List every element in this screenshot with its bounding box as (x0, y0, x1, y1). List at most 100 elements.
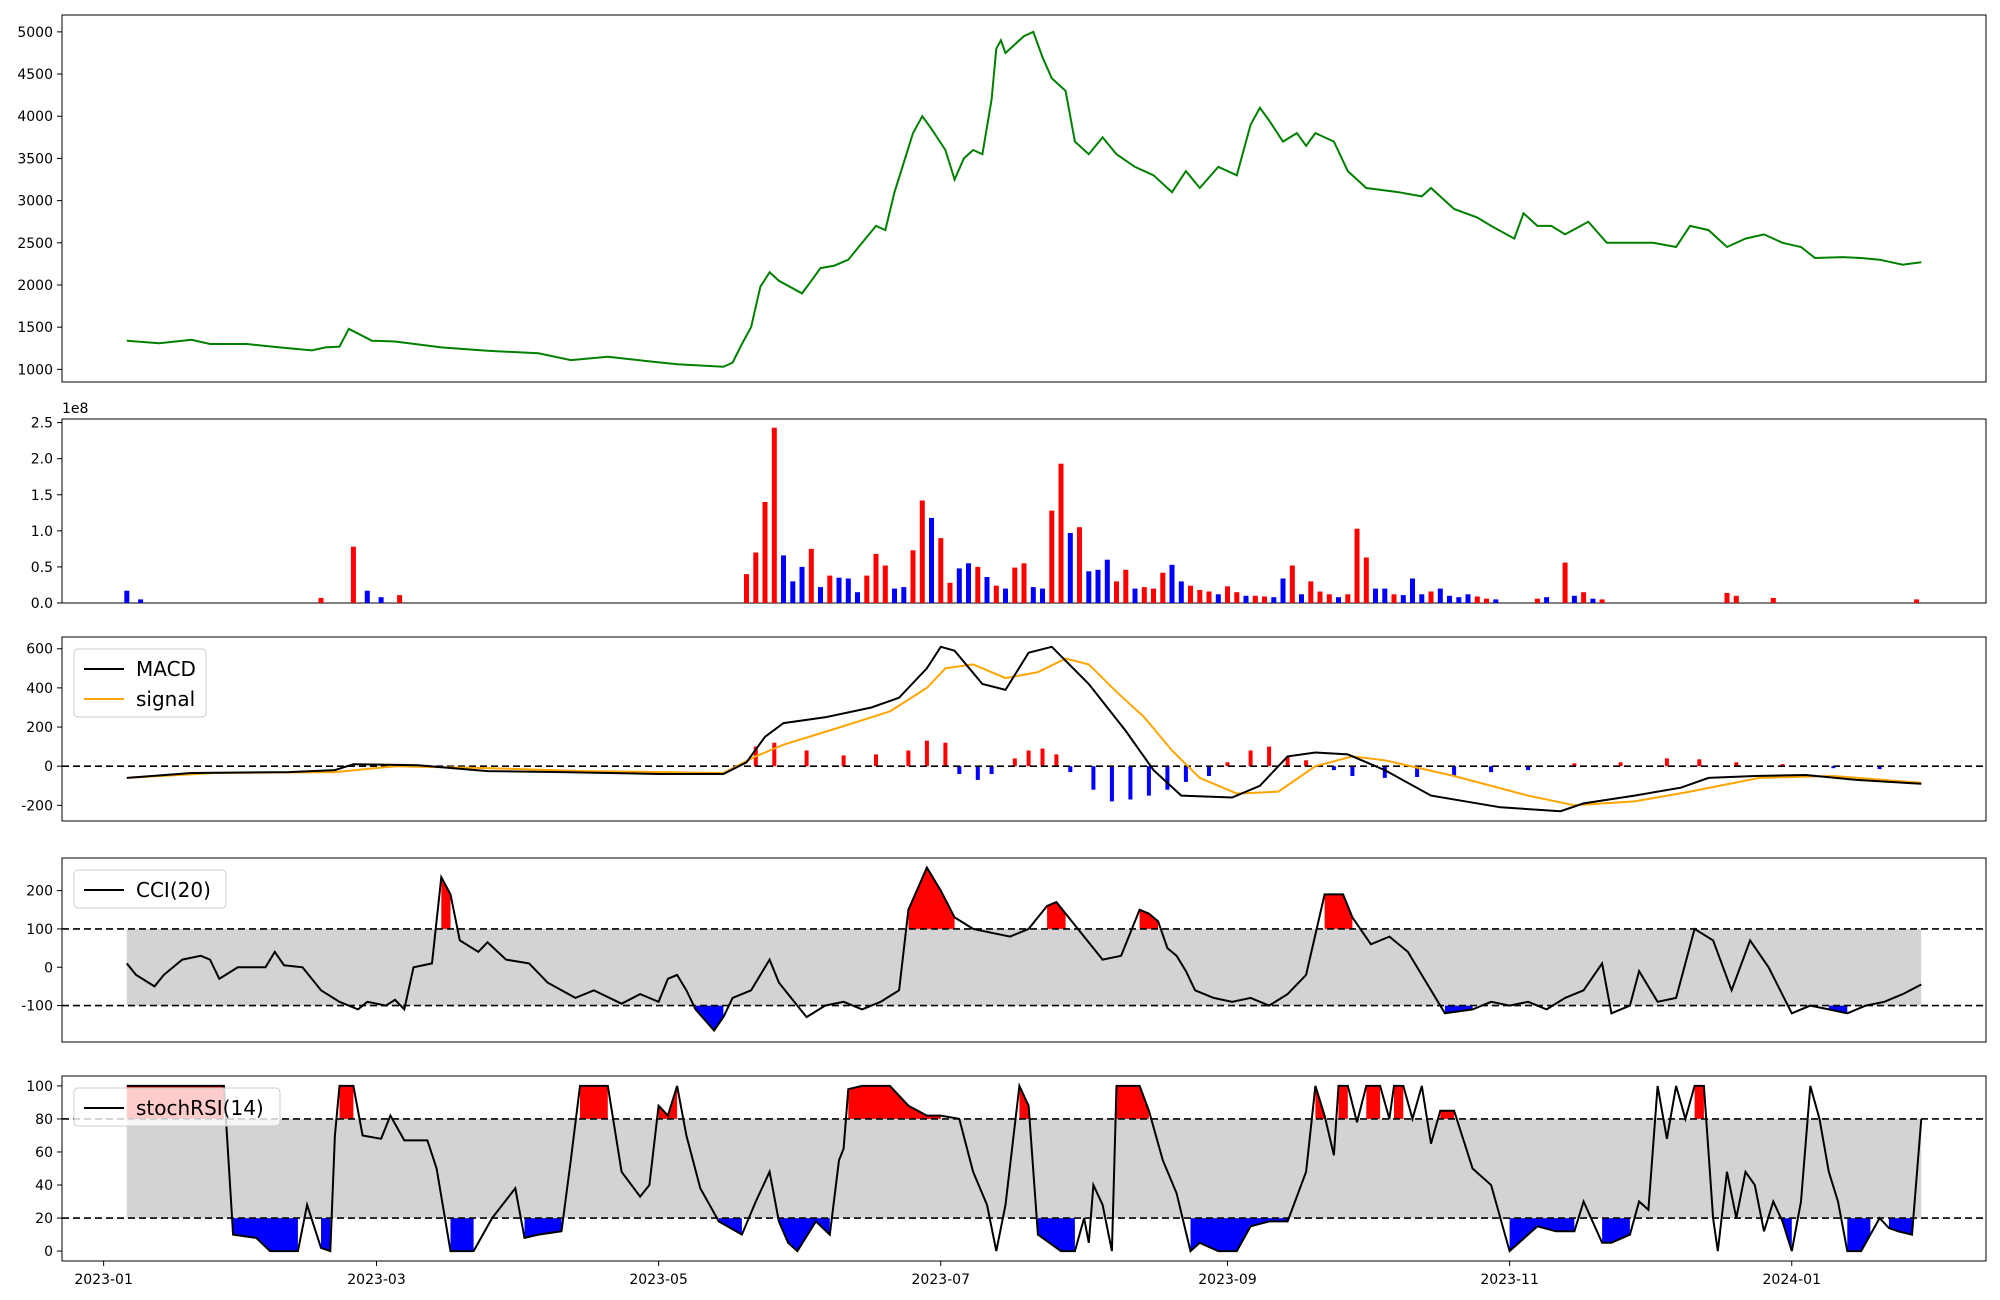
volume-bar (1021, 563, 1027, 603)
volume-bar (1151, 588, 1156, 603)
legend-label: stochRSI(14) (136, 1096, 264, 1120)
x-tick-label: 2023-03 (347, 1272, 406, 1288)
volume-bar (1400, 595, 1406, 603)
y-tick-label: 400 (26, 681, 53, 697)
cci-neutral-band (126, 928, 1922, 1006)
macd-histogram-bar (957, 766, 962, 774)
volume-bar (1456, 597, 1462, 603)
volume-bar (1095, 569, 1101, 603)
cci-oversold-fill (358, 1005, 1848, 1031)
volume-bar (1465, 594, 1471, 603)
volume-bar (1733, 595, 1739, 603)
macd-histogram-bar (1831, 766, 1836, 769)
legend-box (73, 1087, 281, 1127)
volume-bar (929, 517, 934, 603)
volume-bar (910, 550, 916, 603)
y-tick-label: 1500 (17, 320, 53, 336)
macd-histogram-bar (1489, 766, 1494, 773)
cci-line (126, 865, 1922, 1033)
volume-bar (845, 578, 851, 603)
volume-bar (1562, 562, 1568, 603)
volume-bar (1160, 572, 1166, 603)
y-tick-label: 1.0 (31, 524, 53, 540)
x-tick-label: 2023-05 (629, 1272, 688, 1288)
volume-bar (1132, 588, 1138, 603)
y-tick-label: 0 (44, 1244, 53, 1260)
volume-bar (864, 575, 870, 603)
cci-panel: -100 0 100 200 CCI(20) (21, 857, 1987, 1043)
volume-bar (1123, 569, 1129, 603)
volume-bar (1299, 594, 1304, 603)
y-tick-label: 3500 (17, 151, 53, 167)
volume-bar (1308, 581, 1314, 603)
macd-histogram-bar (1146, 766, 1151, 796)
macd-histogram-bar (1382, 766, 1387, 778)
y-tick-label: 2500 (17, 236, 53, 252)
y-tick-label: 4000 (17, 109, 53, 125)
cci-overbought-fill (441, 867, 1353, 929)
macd-histogram-bar (1040, 748, 1045, 767)
macd-histogram-bar (1734, 762, 1739, 767)
volume-bar (762, 502, 768, 603)
x-tick-label: 2024-01 (1763, 1272, 1822, 1288)
y-tick-label: 4500 (17, 67, 53, 83)
macd-histogram-bar (1452, 766, 1457, 776)
macd-histogram-bar (1285, 756, 1290, 767)
y-tick-label: 1000 (17, 362, 53, 378)
macd-histogram-bar (1012, 758, 1017, 767)
volume-bar (1382, 588, 1388, 603)
volume-bar (1770, 597, 1776, 603)
volume-bar (1345, 594, 1351, 603)
volume-bar (1289, 565, 1295, 603)
volume-bar (892, 588, 897, 603)
y-tick-label: 200 (26, 884, 53, 900)
volume-bar (836, 577, 842, 603)
stochrsi-overbought-fill (126, 1085, 1811, 1119)
volume-bar (799, 566, 805, 603)
volume-bar (1104, 559, 1110, 603)
stochrsi-neutral-band (126, 1118, 1922, 1219)
legend-box (73, 869, 227, 909)
y-tick-label: 100 (26, 922, 53, 938)
macd-histogram-bar (772, 742, 777, 767)
macd-histogram-bar (1415, 766, 1420, 777)
y-tick-label: 60 (35, 1145, 53, 1161)
volume-bar (1234, 592, 1240, 603)
y-tick-label: 40 (35, 1178, 53, 1194)
macd-histogram-bar (1091, 766, 1096, 790)
signal-line (126, 657, 1922, 807)
macd-histogram-bar (1128, 766, 1133, 800)
stochrsi-oversold-fill (233, 1218, 1913, 1252)
macd-histogram-bar (1877, 766, 1882, 770)
volume-bar (1012, 567, 1018, 603)
macd-histogram-bar (906, 750, 911, 767)
macd-histogram-bar (1207, 766, 1211, 776)
y-tick-label: 20 (35, 1211, 53, 1227)
volume-bar (1225, 586, 1230, 603)
macd-histogram-bar (1054, 754, 1059, 767)
macd-histogram-bar (1304, 760, 1309, 767)
axes-frame (61, 1075, 1987, 1262)
y-tick-label: 3000 (17, 194, 53, 210)
volume-bar (1114, 581, 1119, 603)
volume-bar (1354, 528, 1360, 603)
volume-bar (956, 568, 962, 603)
stochrsi-panel: 0 20 40 60 80 100 stochRSI(14) (26, 1075, 1987, 1262)
volume-bar (1169, 564, 1175, 603)
volume-bar (1437, 588, 1443, 603)
volume-bar (790, 581, 796, 603)
volume-bar (1049, 510, 1055, 603)
y-tick-label: 0 (44, 960, 53, 976)
volume-bar (1724, 592, 1730, 603)
volume-bar (947, 582, 953, 603)
macd-histogram-bar (924, 740, 929, 767)
volume-bar (378, 597, 384, 603)
price-panel: 1000 1500 2000 2500 3000 3500 4000 4500 5000 (17, 14, 1987, 383)
volume-bar (1262, 596, 1267, 603)
volume-bar (1252, 595, 1258, 603)
legend-label: MACD (136, 657, 196, 681)
volume-bar (1077, 527, 1082, 603)
macd-histogram-bar (1225, 762, 1230, 767)
volume-bar (318, 597, 324, 603)
